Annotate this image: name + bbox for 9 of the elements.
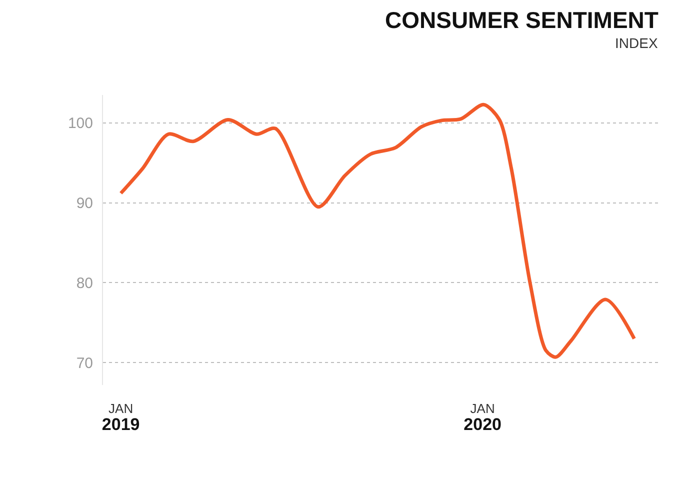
y-tick-label: 80 xyxy=(76,274,93,292)
y-tick-label: 100 xyxy=(68,115,93,132)
y-tick-label: 90 xyxy=(76,195,93,212)
x-tick-label: JAN 2019 xyxy=(102,401,140,434)
y-tick-label: 70 xyxy=(76,354,93,372)
chart-title: CONSUMER SENTIMENT xyxy=(385,7,658,33)
x-tick-label: JAN 2020 xyxy=(464,401,502,434)
line-series xyxy=(119,102,636,359)
chart-subtitle: INDEX xyxy=(615,35,658,51)
